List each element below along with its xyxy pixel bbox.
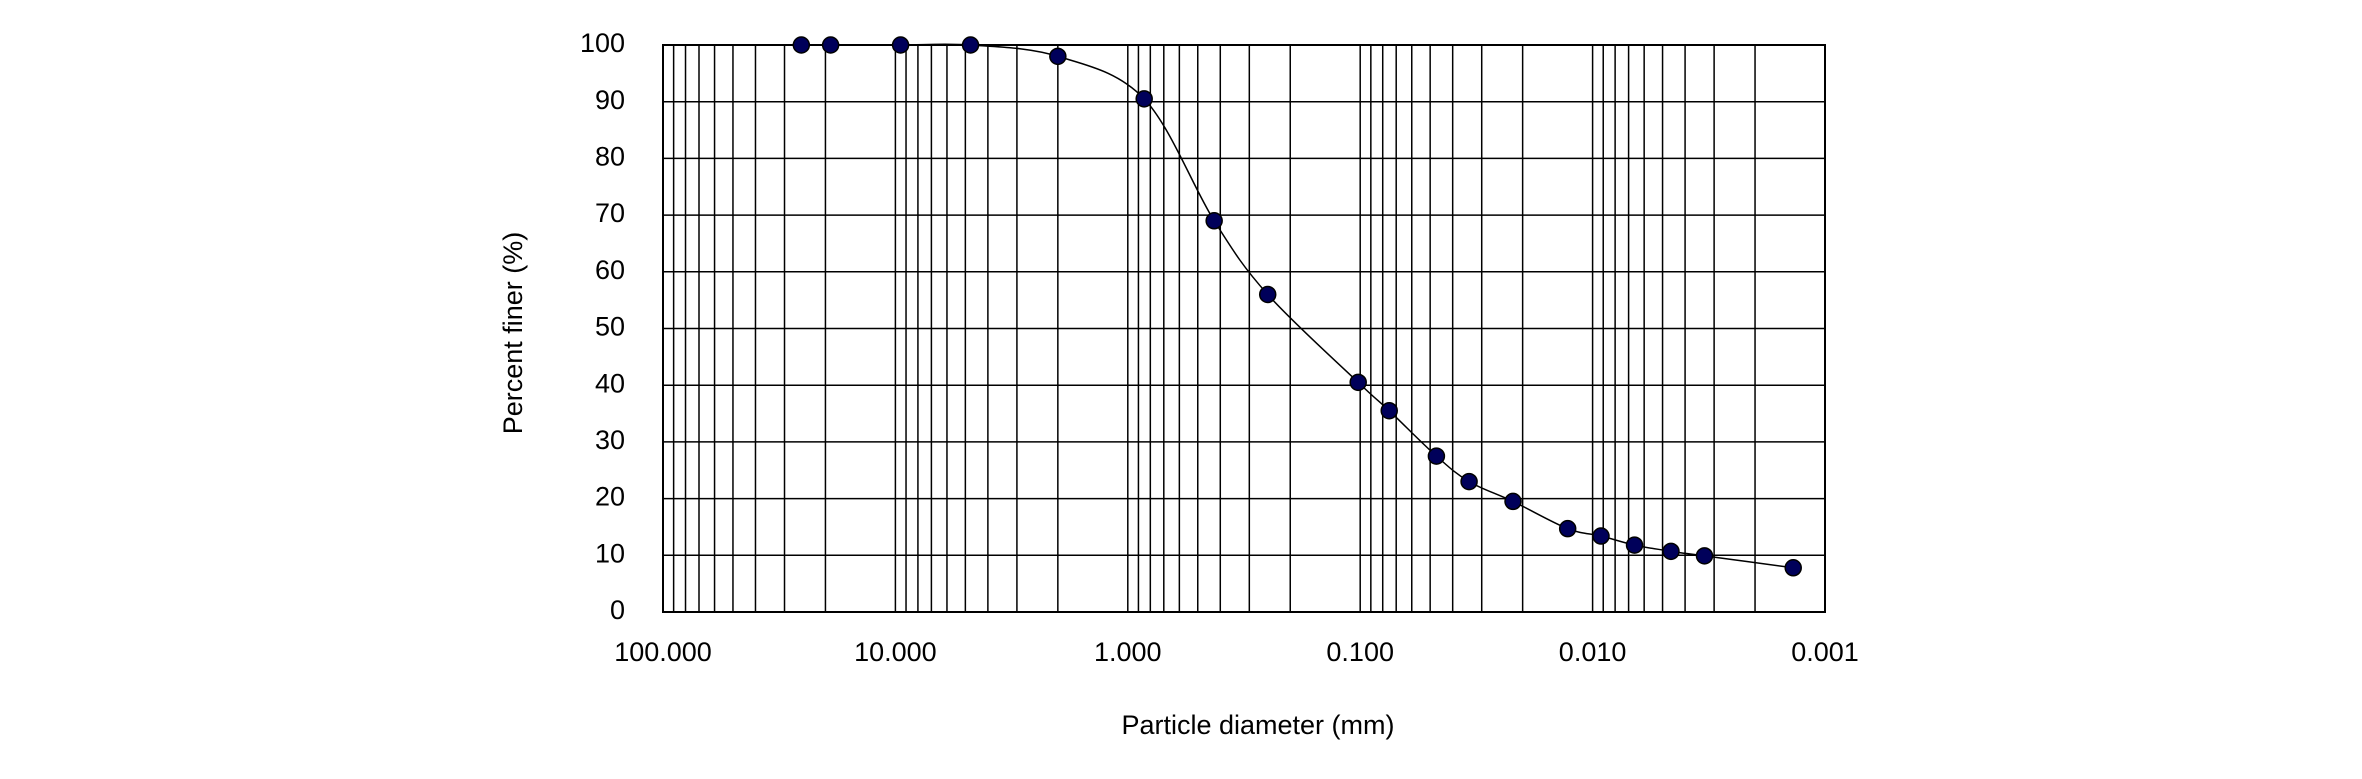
y-tick-label: 90 [595, 85, 625, 115]
data-point [1205, 212, 1223, 230]
plot-frame [662, 44, 1826, 613]
data-point [1349, 373, 1367, 392]
y-tick-label: 60 [595, 255, 625, 285]
data-point [961, 36, 980, 54]
data-point [1427, 447, 1446, 465]
y-tick-label: 80 [595, 142, 625, 172]
data-point [1625, 536, 1644, 554]
data-point [1380, 401, 1398, 420]
data-point [1504, 492, 1522, 511]
x-tick-label: 0.001 [1791, 637, 1859, 667]
x-tick-label: 0.010 [1559, 637, 1627, 667]
y-tick-label: 100 [580, 28, 625, 58]
y-tick-label: 50 [595, 312, 625, 342]
data-point [1784, 559, 1802, 577]
data-point [1592, 527, 1610, 545]
x-tick-label: 1.000 [1094, 637, 1162, 667]
data-point [891, 36, 910, 54]
y-tick-label: 10 [595, 538, 625, 568]
y-tick-label: 20 [595, 482, 625, 512]
y-tick-label: 40 [595, 368, 625, 398]
y-tick-label: 0 [610, 595, 625, 625]
data-point [821, 36, 840, 54]
y-tick-label: 30 [595, 425, 625, 455]
x-axis-label: Particle diameter (mm) [1121, 710, 1394, 740]
data-point [1135, 90, 1153, 108]
x-tick-label: 10.000 [854, 637, 937, 667]
y-tick-label: 70 [595, 198, 625, 228]
data-point [1662, 542, 1680, 561]
data-point [1695, 547, 1714, 565]
data-point [1258, 285, 1277, 304]
x-tick-label: 0.100 [1326, 637, 1394, 667]
data-point [792, 36, 811, 54]
x-tick-label: 100.000 [614, 637, 712, 667]
data-point [1460, 472, 1478, 491]
data-point [1558, 519, 1577, 538]
data-point [1049, 47, 1067, 66]
y-axis-label: Percent finer (%) [498, 232, 528, 435]
